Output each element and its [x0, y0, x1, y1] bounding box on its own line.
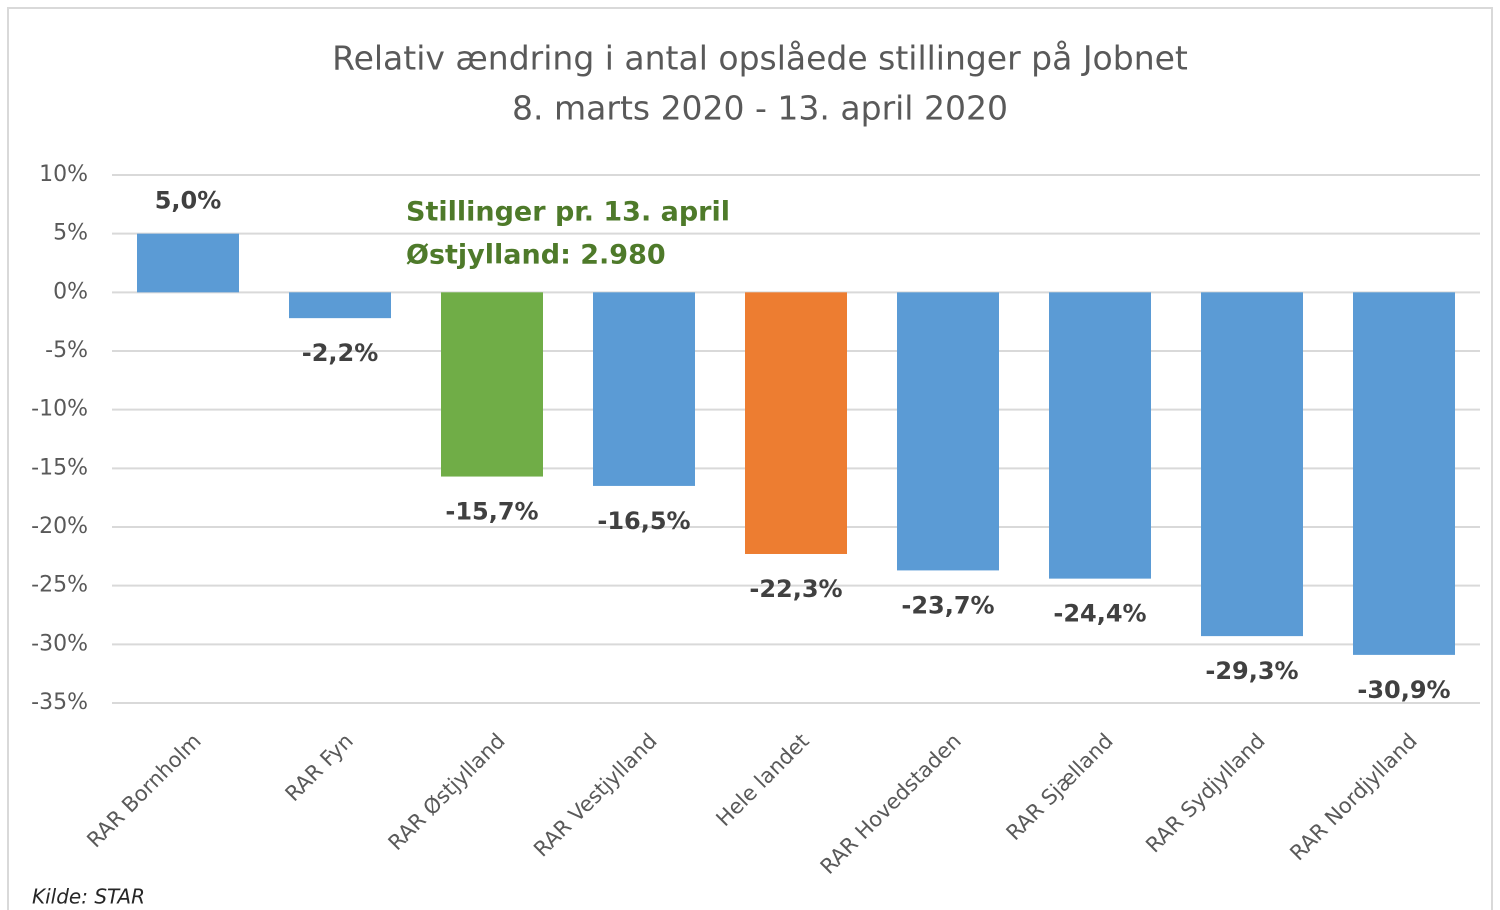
y-tick-label: 0%	[53, 279, 88, 304]
bar	[897, 292, 999, 571]
y-tick-label: -10%	[31, 397, 88, 422]
data-label: -30,9%	[1357, 676, 1450, 704]
y-tick-label: -25%	[31, 573, 88, 598]
data-label: -29,3%	[1205, 657, 1298, 685]
y-tick-label: -30%	[31, 631, 88, 656]
annotation: Østjylland: 2.980	[406, 240, 666, 271]
source: Kilde: STAR	[32, 885, 145, 909]
y-tick-label: -35%	[31, 690, 88, 715]
bar	[745, 292, 847, 554]
bar	[441, 292, 543, 477]
y-tick-label: -20%	[31, 514, 88, 539]
bar	[1201, 292, 1303, 637]
chart-title: Relativ ændring i antal opslåede stillin…	[332, 39, 1188, 78]
y-tick-label: -5%	[45, 338, 88, 363]
y-tick-label: -15%	[31, 455, 88, 480]
bar	[593, 292, 695, 486]
bar	[1353, 292, 1455, 655]
data-label: -2,2%	[302, 339, 379, 367]
data-label: -15,7%	[445, 498, 538, 526]
data-label: 5,0%	[155, 187, 222, 215]
bar	[289, 292, 391, 319]
bar	[137, 233, 239, 293]
data-label: -23,7%	[901, 591, 994, 619]
data-label: -22,3%	[749, 575, 842, 603]
y-tick-label: 5%	[53, 221, 88, 246]
data-label: -16,5%	[597, 507, 690, 535]
chart-subtitle: 8. marts 2020 - 13. april 2020	[512, 89, 1008, 128]
data-label: -24,4%	[1053, 600, 1146, 628]
annotation: Stillinger pr. 13. april	[406, 197, 730, 228]
bar	[1049, 292, 1151, 579]
y-tick-label: 10%	[39, 162, 88, 187]
